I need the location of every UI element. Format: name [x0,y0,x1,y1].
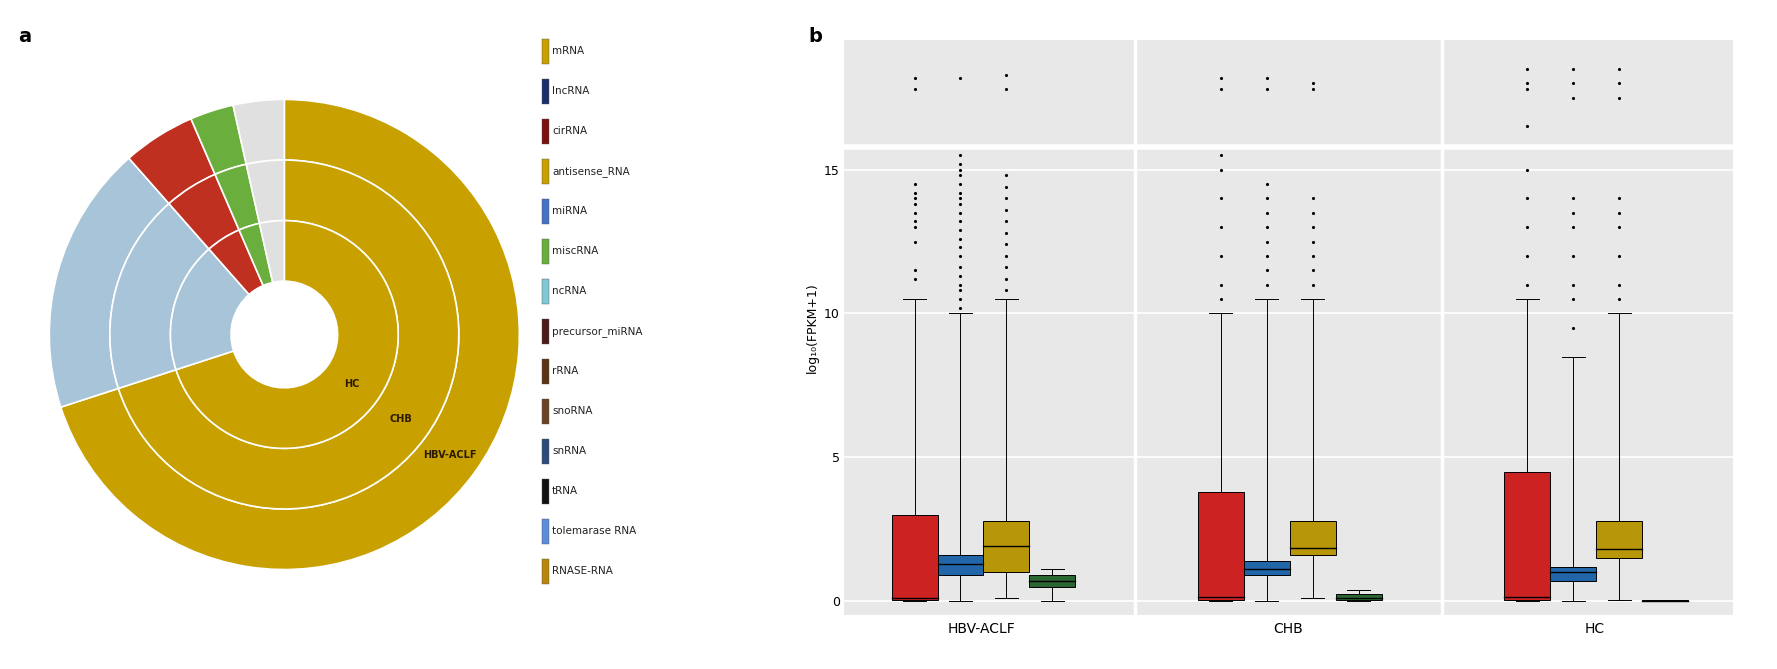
Bar [542,119,549,144]
Text: tolemarase RNA: tolemarase RNA [553,527,636,537]
Wedge shape [110,203,210,389]
Text: a: a [18,27,30,45]
Text: rRNA: rRNA [553,367,578,377]
Bar [542,199,549,223]
Text: tRNA: tRNA [553,486,578,496]
Bar [983,520,1029,572]
Bar [1596,520,1642,558]
Text: antisense_RNA: antisense_RNA [553,166,629,177]
Wedge shape [169,175,240,249]
Bar [1336,594,1383,599]
Y-axis label: log₁₀(FPKM+1): log₁₀(FPKM+1) [805,282,819,373]
Bar [892,515,938,599]
Text: snRNA: snRNA [553,446,586,456]
Bar [542,439,549,464]
Wedge shape [119,160,458,509]
Wedge shape [247,160,284,223]
Bar [1244,561,1290,575]
Text: cirRNA: cirRNA [553,126,586,136]
Wedge shape [190,105,247,175]
Text: ncRNA: ncRNA [553,286,586,296]
Bar [542,519,549,544]
Text: lncRNA: lncRNA [553,86,590,96]
Bar [938,555,983,575]
Bar [542,159,549,184]
Text: mRNA: mRNA [553,46,585,56]
Bar [542,279,549,304]
Text: miRNA: miRNA [553,207,586,216]
Wedge shape [130,119,215,203]
Wedge shape [233,100,284,164]
Wedge shape [176,221,398,448]
Bar [1642,599,1688,601]
Bar [542,319,549,344]
Text: snoRNA: snoRNA [553,407,592,416]
Wedge shape [171,249,249,370]
Text: precursor_miRNA: precursor_miRNA [553,326,643,337]
Text: miscRNA: miscRNA [553,246,599,256]
Text: RNASE-RNA: RNASE-RNA [553,567,613,577]
Text: CHB: CHB [389,414,412,424]
Wedge shape [259,221,284,282]
Bar [542,39,549,64]
Text: HC: HC [345,379,359,389]
Bar [542,559,549,584]
Bar [542,359,549,384]
Bar [542,79,549,104]
Bar [1290,520,1336,555]
Bar [542,399,549,423]
Bar [542,239,549,264]
Text: b: b [809,27,823,45]
Bar [1505,472,1550,599]
Wedge shape [215,164,259,230]
Bar [1198,492,1244,599]
Text: HBV-ACLF: HBV-ACLF [423,450,476,460]
Bar [542,479,549,504]
Wedge shape [240,223,272,286]
Bar [1029,575,1075,587]
Bar [1550,567,1596,581]
Wedge shape [210,230,263,294]
Wedge shape [60,100,519,569]
Wedge shape [50,158,169,407]
